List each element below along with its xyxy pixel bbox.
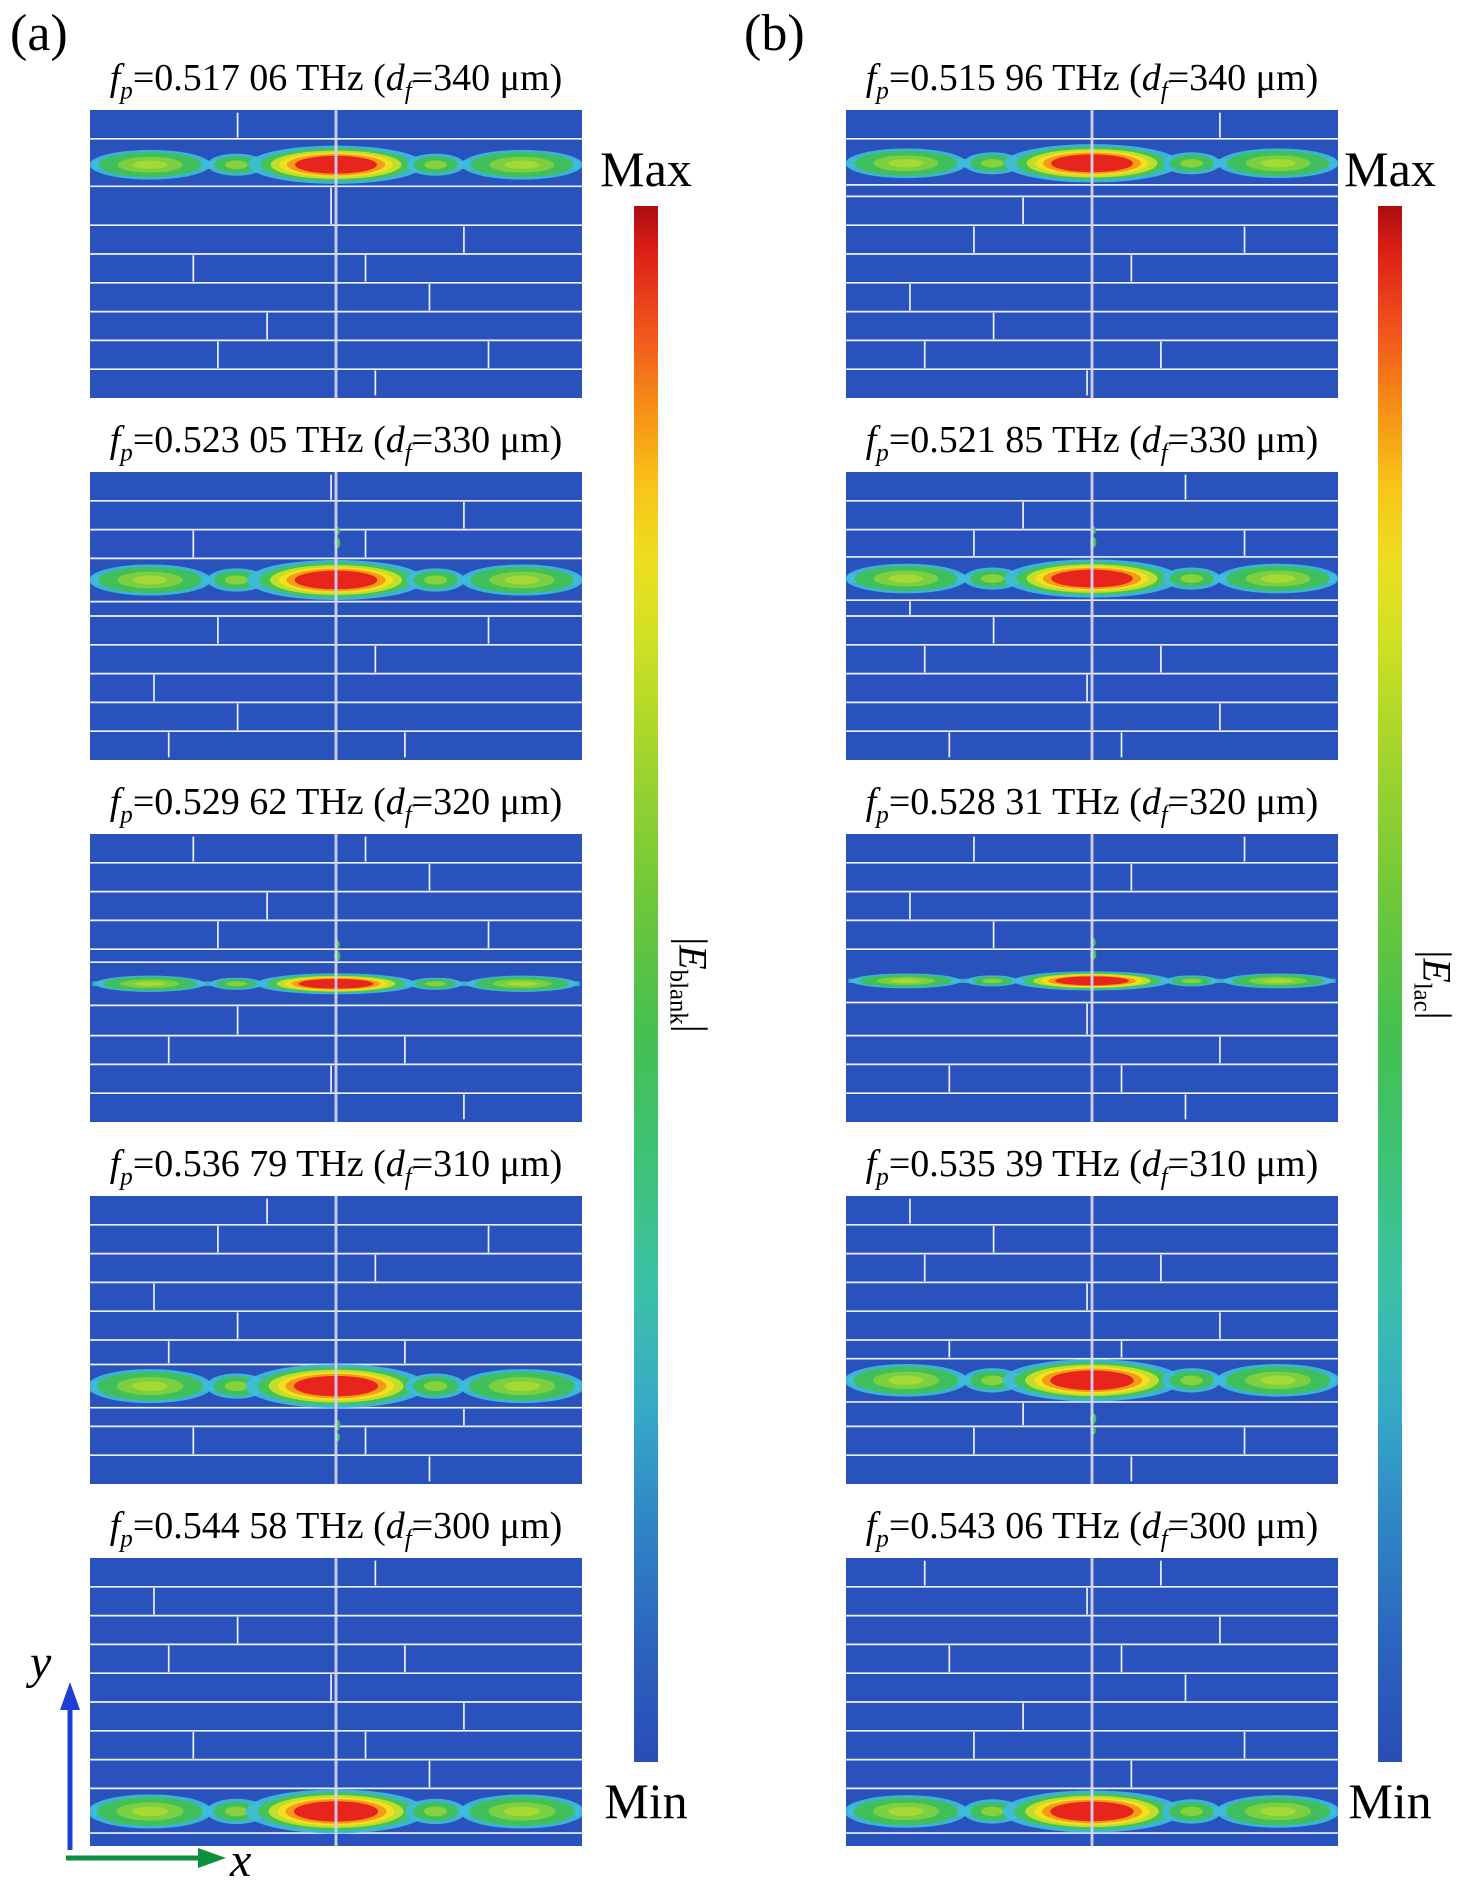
panel-title: fp=0.536 79 THz (df=310 μm) xyxy=(109,1143,563,1191)
panel-column-b: fp=0.515 96 THz (df=340 μm) fp=0.521 85 T… xyxy=(840,52,1344,1862)
field-distribution-panel-a4 xyxy=(90,1196,582,1484)
panel-title: fp=0.544 58 THz (df=300 μm) xyxy=(109,1505,563,1553)
panel-block-a5: fp=0.544 58 THz (df=300 μm) xyxy=(84,1500,588,1846)
colorbar-a: Max |Eblank| Min xyxy=(586,140,715,1830)
colorbar-gradient-a xyxy=(634,206,658,1762)
panel-title: fp=0.543 06 THz (df=300 μm) xyxy=(865,1505,1319,1553)
panel-block-a3: fp=0.529 62 THz (df=320 μm) xyxy=(84,776,588,1122)
x-axis-label: x xyxy=(229,1834,251,1887)
subfigure-label-a: (a) xyxy=(10,5,68,62)
bar-open: | xyxy=(1414,950,1460,959)
field-band xyxy=(92,939,580,995)
field-distribution-panel-a1 xyxy=(90,110,582,398)
colorbar-gradient-b xyxy=(1378,206,1402,1762)
field-distribution-panel-a3 xyxy=(90,834,582,1122)
panel-title: fp=0.535 39 THz (df=310 μm) xyxy=(865,1143,1319,1191)
panel-block-b4: fp=0.535 39 THz (df=310 μm) xyxy=(840,1138,1344,1484)
field-symbol: E xyxy=(1414,958,1460,983)
field-distribution-panel-b4 xyxy=(846,1196,1338,1484)
panel-title: fp=0.521 85 THz (df=330 μm) xyxy=(865,419,1319,467)
colorbar-max-label-b: Max xyxy=(1344,141,1436,197)
bar-open: | xyxy=(670,937,716,946)
colorbar-min-label-a: Min xyxy=(604,1773,688,1829)
bar-close: | xyxy=(1414,1011,1460,1020)
panel-title: fp=0.515 96 THz (df=340 μm) xyxy=(865,57,1319,105)
panel-block-b3: fp=0.528 31 THz (df=320 μm) xyxy=(840,776,1344,1122)
panel-block-b2: fp=0.521 85 THz (df=330 μm) xyxy=(840,414,1344,760)
field-magnitude-label-b: |Elac| xyxy=(1408,950,1461,1019)
panel-block-a2: fp=0.523 05 THz (df=330 μm) xyxy=(84,414,588,760)
panel-title: fp=0.529 62 THz (df=320 μm) xyxy=(109,781,563,829)
bar-close: | xyxy=(670,1024,716,1033)
panel-block-b1: fp=0.515 96 THz (df=340 μm) xyxy=(840,52,1344,398)
panel-block-a1: fp=0.517 06 THz (df=340 μm) xyxy=(84,52,588,398)
field-distribution-panel-b2 xyxy=(846,472,1338,760)
panel-block-b5: fp=0.543 06 THz (df=300 μm) xyxy=(840,1500,1344,1846)
field-magnitude-label-a: |Eblank| xyxy=(664,937,717,1033)
y-axis-label: y xyxy=(25,1636,52,1689)
panel-column-a: fp=0.517 06 THz (df=340 μm) fp=0.523 05 T… xyxy=(84,52,588,1862)
colorbar-b: Max |Elac| Min xyxy=(1330,140,1459,1830)
panel-title: fp=0.517 06 THz (df=340 μm) xyxy=(109,57,563,105)
field-distribution-panel-a5 xyxy=(90,1558,582,1846)
colorbar-max-label-a: Max xyxy=(600,141,692,197)
subfigure-label-b: (b) xyxy=(744,5,805,62)
panel-title: fp=0.523 05 THz (df=330 μm) xyxy=(109,419,563,467)
x-axis-arrowhead xyxy=(198,1848,226,1868)
field-distribution-panel-b5 xyxy=(846,1558,1338,1846)
field-distribution-panel-a2 xyxy=(90,472,582,760)
field-subscript: blank xyxy=(664,969,692,1025)
field-distribution-panel-b3 xyxy=(846,834,1338,1122)
field-symbol: E xyxy=(670,945,716,970)
y-axis-arrowhead xyxy=(60,1682,80,1710)
panel-title: fp=0.528 31 THz (df=320 μm) xyxy=(865,781,1319,829)
field-subscript: lac xyxy=(1408,982,1436,1012)
field-distribution-panel-b1 xyxy=(846,110,1338,398)
coordinate-axes: y x xyxy=(25,1636,251,1887)
colorbar-min-label-b: Min xyxy=(1348,1773,1432,1829)
panel-block-a4: fp=0.536 79 THz (df=310 μm) xyxy=(84,1138,588,1484)
